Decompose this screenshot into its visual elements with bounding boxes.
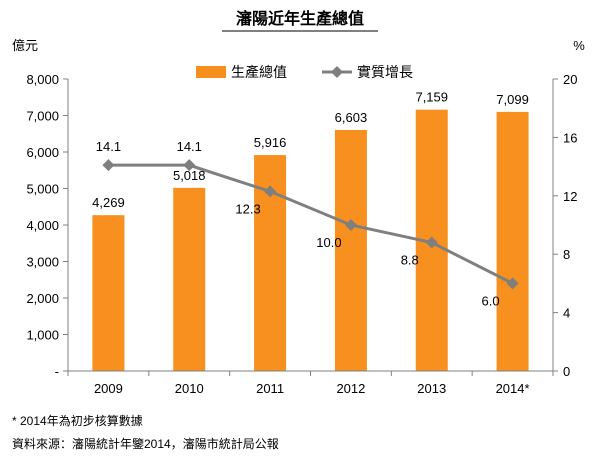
x-tick-label: 2012 — [336, 381, 365, 396]
bar-value-label: 4,269 — [92, 195, 125, 210]
legend-bar-swatch — [196, 66, 226, 78]
x-tick-label: 2013 — [417, 381, 446, 396]
growth-point-2011 — [264, 185, 277, 198]
left-tick-label: 8,000 — [26, 72, 59, 87]
x-tick-label: 2014* — [496, 381, 530, 396]
footnote: * 2014年為初步核算數據 — [12, 413, 143, 428]
left-tick-label: 2,000 — [26, 291, 59, 306]
growth-value-label: 6.0 — [482, 293, 500, 308]
x-tick-label: 2011 — [256, 381, 284, 396]
growth-value-label: 10.0 — [316, 235, 341, 250]
growth-value-label: 14.1 — [96, 139, 121, 154]
bar-value-label: 6,603 — [335, 110, 368, 125]
right-tick-label: 16 — [563, 130, 577, 145]
growth-point-2013 — [425, 236, 438, 249]
growth-value-label: 14.1 — [177, 139, 202, 154]
left-tick-label: 6,000 — [26, 145, 59, 160]
left-tick-label: 7,000 — [26, 109, 59, 124]
source-note: 資料來源：瀋陽統計年鑒2014，瀋陽市統計局公報 — [12, 436, 279, 451]
right-tick-label: 20 — [563, 72, 577, 87]
growth-point-2012 — [344, 219, 357, 231]
bar-2010 — [173, 187, 206, 371]
bar-value-label: 5,916 — [254, 135, 287, 150]
bar-value-label: 7,099 — [496, 92, 529, 107]
growth-value-label: 8.8 — [401, 253, 419, 268]
chart-title: 瀋陽近年生產總值 — [236, 9, 364, 28]
x-tick-label: 2010 — [175, 381, 204, 396]
growth-line — [108, 163, 514, 285]
bar-value-label: 7,159 — [415, 90, 448, 105]
growth-point-2014 — [506, 277, 519, 290]
growth-value-label: 12.3 — [235, 201, 260, 216]
legend-line-marker — [331, 66, 343, 78]
bar-2012 — [334, 129, 367, 371]
legend-line-label: 實質增長 — [357, 64, 413, 80]
right-tick-label: 4 — [563, 306, 570, 321]
bar-2014 — [496, 111, 529, 371]
left-tick-label: 3,000 — [26, 255, 59, 270]
left-tick-label: 4,000 — [26, 218, 59, 233]
x-tick-label: 2009 — [94, 381, 123, 396]
legend-bar-label: 生產總值 — [231, 64, 287, 80]
growth-point-2010 — [183, 159, 196, 172]
left-tick-label: 1,000 — [26, 328, 59, 343]
right-tick-label: 12 — [563, 189, 577, 204]
bar-2009 — [92, 215, 125, 371]
growth-point-2009 — [102, 159, 115, 172]
legend: 生產總值 實質增長 — [196, 64, 413, 80]
right-tick-label: 0 — [563, 364, 570, 379]
left-tick-label: 5,000 — [26, 182, 59, 197]
right-axis-unit: % — [573, 38, 585, 53]
left-tick-label: - — [55, 364, 59, 379]
left-axis-unit: 億元 — [12, 38, 38, 53]
right-tick-label: 8 — [563, 247, 570, 262]
bar-value-label: 5,018 — [173, 168, 206, 183]
